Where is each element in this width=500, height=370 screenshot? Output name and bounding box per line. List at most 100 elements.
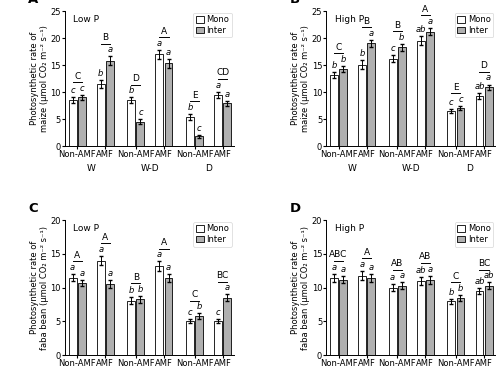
Bar — [214, 95, 222, 146]
Legend: Mono, Inter: Mono, Inter — [194, 13, 232, 37]
Bar — [68, 100, 76, 146]
Bar — [68, 278, 76, 355]
Text: b: b — [448, 287, 454, 296]
Bar — [195, 316, 203, 355]
Legend: Mono, Inter: Mono, Inter — [194, 222, 232, 246]
Legend: Mono, Inter: Mono, Inter — [454, 13, 494, 37]
Bar — [106, 61, 114, 146]
Text: ab: ab — [474, 81, 484, 91]
Text: a: a — [166, 263, 171, 272]
Text: a: a — [399, 271, 404, 280]
Bar — [398, 286, 406, 355]
Text: A: A — [364, 248, 370, 257]
Text: a: a — [108, 46, 112, 54]
Text: D: D — [466, 164, 473, 172]
Y-axis label: Photosynthetic rate of
faba bean (μmol CO₂ m⁻² s⁻¹): Photosynthetic rate of faba bean (μmol C… — [291, 226, 310, 350]
Text: a: a — [332, 263, 336, 272]
Text: c: c — [80, 84, 84, 93]
Text: ab: ab — [416, 26, 426, 34]
Text: C: C — [74, 71, 80, 81]
Text: a: a — [340, 265, 345, 274]
Text: AB: AB — [391, 259, 404, 268]
Text: A: A — [28, 0, 38, 6]
Text: B: B — [290, 0, 300, 6]
Text: BC: BC — [216, 271, 229, 280]
Text: c: c — [449, 98, 454, 107]
Bar — [388, 58, 396, 146]
Bar — [456, 298, 464, 355]
Bar — [368, 44, 375, 146]
Text: a: a — [98, 245, 103, 254]
Bar — [484, 286, 492, 355]
Text: AB: AB — [419, 252, 432, 262]
Text: A: A — [102, 233, 108, 242]
Text: c: c — [390, 44, 395, 53]
Bar — [224, 103, 231, 146]
Text: c: c — [138, 108, 143, 117]
Bar — [156, 54, 164, 146]
Bar — [186, 321, 194, 355]
Text: C: C — [28, 202, 38, 215]
Text: b: b — [98, 68, 103, 78]
Bar — [164, 64, 172, 146]
Bar — [330, 75, 338, 146]
Bar — [136, 122, 144, 146]
Bar — [426, 280, 434, 355]
Text: ABC: ABC — [330, 250, 348, 259]
Bar — [128, 100, 136, 146]
Text: C: C — [192, 290, 198, 299]
Text: c: c — [70, 86, 75, 95]
Y-axis label: Photosynthetic rate of
maize (μmol CO₂ m⁻² s⁻¹): Photosynthetic rate of maize (μmol CO₂ m… — [291, 25, 310, 132]
Bar — [476, 291, 484, 355]
Bar — [448, 301, 456, 355]
Text: E: E — [453, 83, 458, 92]
Text: ab: ab — [484, 271, 494, 280]
Bar — [214, 321, 222, 355]
Bar — [78, 283, 86, 355]
Bar — [156, 266, 164, 355]
Text: A: A — [161, 238, 167, 247]
Y-axis label: Photosynthetic rate of
faba bean (μmol CO₂ m⁻² s⁻¹): Photosynthetic rate of faba bean (μmol C… — [30, 226, 49, 350]
Bar — [136, 299, 144, 355]
Text: a: a — [428, 265, 432, 273]
Bar — [78, 97, 86, 146]
Bar — [97, 84, 104, 146]
Text: c: c — [188, 308, 192, 317]
Bar — [195, 136, 203, 146]
Bar — [358, 64, 366, 146]
Y-axis label: Photosynthetic rate of
maize (μmol CO₂ m⁻² s⁻¹): Photosynthetic rate of maize (μmol CO₂ m… — [30, 25, 49, 132]
Text: a: a — [428, 17, 432, 26]
Bar — [417, 281, 424, 355]
Text: c: c — [216, 308, 220, 317]
Text: D: D — [205, 164, 212, 172]
Text: D: D — [132, 74, 140, 83]
Text: Low P: Low P — [74, 15, 100, 24]
Text: D: D — [290, 202, 300, 215]
Text: D: D — [480, 61, 488, 70]
Text: b: b — [360, 49, 365, 58]
Text: b: b — [138, 285, 143, 294]
Bar — [368, 278, 375, 355]
Legend: Mono, Inter: Mono, Inter — [454, 222, 494, 246]
Text: B: B — [102, 33, 108, 42]
Bar — [398, 47, 406, 146]
Text: B: B — [364, 17, 370, 26]
Bar — [97, 261, 104, 355]
Text: a: a — [486, 74, 491, 83]
Bar — [417, 41, 424, 146]
Text: b: b — [340, 55, 346, 64]
Text: B: B — [394, 21, 400, 30]
Text: a: a — [166, 48, 171, 57]
Text: b: b — [128, 87, 134, 95]
Text: c: c — [197, 124, 202, 133]
Text: a: a — [390, 273, 396, 282]
Text: b: b — [128, 286, 134, 295]
Text: a: a — [108, 269, 112, 278]
Bar — [339, 280, 347, 355]
Text: a: a — [224, 90, 230, 99]
Bar — [224, 298, 231, 355]
Text: a: a — [70, 263, 75, 272]
Text: E: E — [192, 91, 198, 100]
Text: b: b — [332, 61, 336, 70]
Bar — [456, 108, 464, 146]
